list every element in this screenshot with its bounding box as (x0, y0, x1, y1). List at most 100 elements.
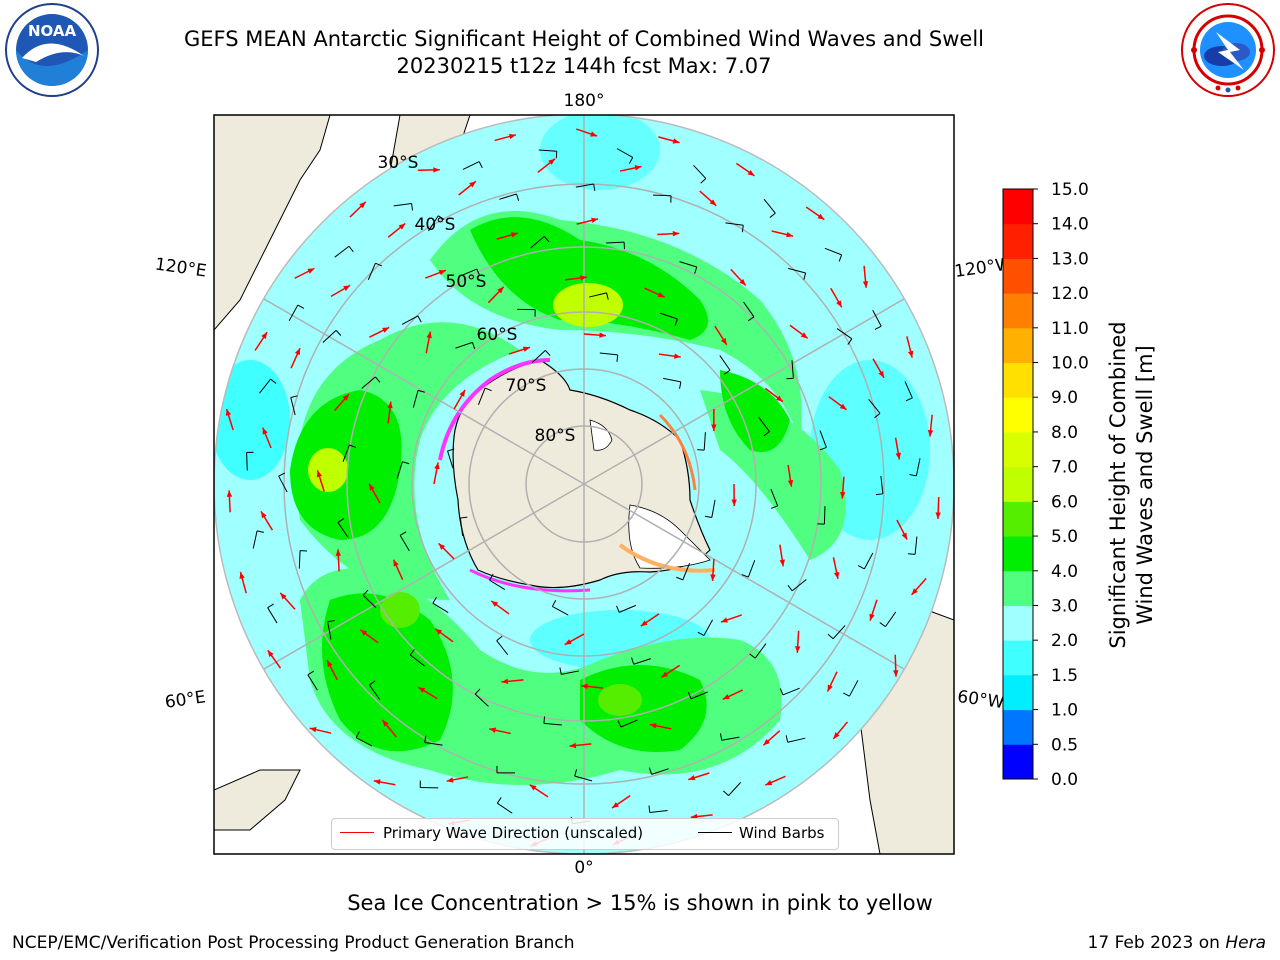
wave-arrow-head (316, 470, 323, 478)
wind-barb (327, 621, 332, 640)
wave-arrow-head (267, 650, 274, 658)
wave-arrow-head (369, 483, 375, 491)
wind-barb-legend-label: Wind Barbs (739, 824, 825, 842)
lon-label-120e: 120°E (154, 255, 208, 282)
colorbar-tick-label: 0.5 (1051, 735, 1078, 755)
wave-arrow-head (226, 490, 233, 497)
wind-barb (334, 245, 350, 258)
wind-barb (531, 350, 546, 363)
wind-barb-flag (460, 516, 468, 519)
wind-barb (868, 399, 881, 414)
colorbar-tick-label: 0.0 (1051, 770, 1078, 790)
wind-barb (824, 247, 842, 256)
wind-barb-flag (909, 474, 917, 477)
wind-barb (728, 782, 742, 796)
wave-arrow-head (763, 738, 770, 746)
wind-barb-flag (489, 573, 494, 581)
wave-arrow-head (657, 292, 665, 298)
wave-arrow-head (564, 639, 572, 645)
wave-arrow-head (661, 671, 669, 678)
wave-arrow-head (599, 332, 606, 338)
nws-logo-icon (1181, 3, 1275, 97)
wind-barb-flag (267, 603, 274, 609)
colorbar-segment (1003, 674, 1033, 711)
wind-barb-legend-line (698, 832, 732, 833)
wind-barb-flag (278, 472, 286, 477)
wind-barb (787, 737, 806, 743)
wave-arrow-head (262, 427, 268, 435)
wind-barb-flag (648, 767, 653, 775)
wave-arrow-head (827, 684, 833, 692)
wind-barb (337, 522, 349, 538)
wind-barbs (246, 148, 921, 825)
colorbar-label: Significant Height of Combined Wind Wave… (1105, 305, 1159, 665)
wind-barb-flag (741, 574, 749, 578)
wind-barb-flag (516, 193, 520, 201)
wave-arrow-head (927, 429, 934, 437)
wave-arrow-head (360, 629, 368, 636)
wind-barb-flag (369, 680, 376, 686)
wave-arrow-head (907, 350, 914, 358)
wave-arrow-head (839, 403, 847, 410)
wind-barb (679, 261, 697, 268)
wind-barb-flag (723, 369, 731, 375)
wind-barb (904, 381, 913, 399)
wave-arrow-head (836, 300, 842, 308)
wave-direction-legend-line (340, 832, 374, 833)
wind-barb-flag (687, 692, 692, 700)
wave-arrow-head (688, 775, 696, 781)
wave-direction-legend-label: Primary Wave Direction (unscaled) (383, 824, 644, 842)
wave-arrow-head (434, 462, 440, 470)
wind-barb-flag (543, 716, 546, 724)
wave-arrow-head (893, 670, 899, 677)
wind-barb-flag (770, 505, 778, 509)
wind-barb-flag (551, 600, 557, 607)
wind-barb-flag (749, 653, 756, 659)
colorbar-tick-label: 12.0 (1051, 284, 1089, 304)
wave-arrow-head (435, 628, 443, 635)
wind-barb (747, 560, 756, 578)
wind-barb-flag (747, 316, 755, 322)
noaa-logo-icon: NOAA (5, 3, 99, 97)
wave-arrow-head (794, 646, 801, 653)
wind-barb (477, 387, 486, 405)
wind-barb (711, 499, 716, 518)
footer-date: 17 Feb 2023 on Hera (1088, 933, 1266, 953)
wind-barb-flag (424, 735, 427, 743)
wave-arrow-head (911, 588, 918, 595)
wave-arrow-head (779, 559, 785, 567)
lat-label-60s: 60°S (477, 325, 518, 345)
wind-barb-flag (628, 157, 634, 164)
wind-barb-flag (559, 667, 562, 675)
wind-barb (575, 183, 594, 188)
wave-arrow-head (833, 571, 840, 579)
wind-barb-flag (741, 225, 744, 233)
wind-barb (288, 304, 299, 322)
wind-barb (690, 691, 708, 700)
wind-barb (651, 768, 669, 775)
wave-arrow-head (786, 231, 794, 238)
wave-arrow-head (501, 678, 509, 685)
wind-barb (915, 458, 921, 477)
wave-arrow-head (261, 511, 267, 519)
wind-barb-flag (362, 589, 369, 596)
wind-barb (355, 737, 373, 747)
colorbar-ticks: 0.0 0.5 1.0 1.5 2.0 3.0 4.0 5.0 6.0 7.0 8.0 9.0 10.0… (1033, 180, 1089, 790)
lat-label-70s: 70°S (506, 376, 547, 396)
wind-barb-flag (847, 338, 853, 345)
colorbar-tick-label: 1.0 (1051, 701, 1078, 721)
wind-barb-flag (593, 183, 596, 192)
colorbar-label-line1: Significant Height of Combined (1106, 321, 1130, 649)
lat-label-50s: 50°S (446, 272, 487, 292)
wind-barb-flag (348, 245, 354, 253)
colorbar-tick-label: 10.0 (1051, 354, 1089, 374)
wave-arrow-head (309, 726, 317, 733)
wind-barb-flag (544, 236, 550, 243)
wave-arrow-head (529, 784, 537, 791)
wind-barb-flag (496, 635, 503, 641)
wave-arrow-head (776, 395, 783, 402)
wave-arrow-head (433, 167, 440, 173)
colorbar-segment (1003, 362, 1033, 398)
wind-barb-flag (402, 461, 410, 465)
wave-arrow-head (672, 138, 680, 144)
